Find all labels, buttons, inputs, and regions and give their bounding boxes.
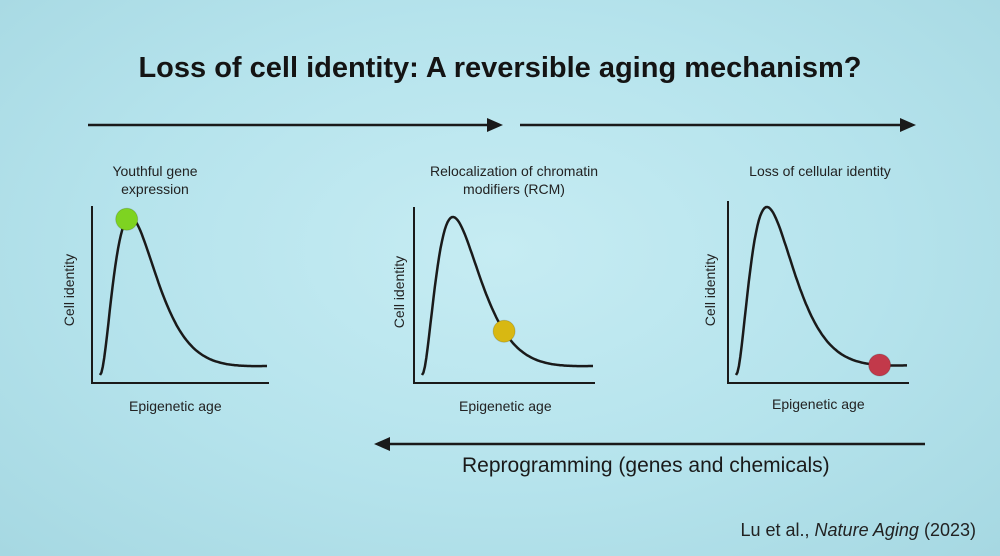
panel-title: Loss of cellular identity [695,162,945,180]
panel-youthful: Youthful gene expression Cell identity E… [55,162,315,422]
panel-title-line1: Youthful gene [112,163,198,179]
citation-journal: Nature Aging [814,520,919,540]
panel-title-line2: modifiers (RCM) [463,181,565,197]
citation-authors: Lu et al., [740,520,815,540]
x-axis-label: Epigenetic age [129,398,222,414]
forward-arrow-1 [88,118,503,132]
reprogramming-label: Reprogramming (genes and chemicals) [462,454,830,477]
state-marker-yellow [492,319,516,343]
panel-title-line1: Relocalization of chromatin [429,163,599,179]
panel-plot [727,201,909,384]
panel-rcm: Relocalization of chromatin modifiers (R… [385,162,645,422]
state-marker-green [115,207,139,231]
axes [727,201,909,384]
panel-title: Relocalization of chromatin modifiers (R… [385,162,643,198]
slide-title: Loss of cell identity: A reversible agin… [138,52,862,84]
axes [413,207,595,384]
axes [91,206,269,384]
citation-year: (2023) [918,520,976,540]
identity-curve [98,215,267,376]
panel-plot [91,206,269,384]
state-marker-red [868,353,892,377]
reverse-arrow [374,437,925,451]
x-axis-label: Epigenetic age [459,398,552,414]
panel-title: Youthful gene expression [55,162,255,198]
panel-title-line2: expression [121,181,189,197]
panel-loss: Loss of cellular identity Cell identity … [695,162,955,422]
identity-curve [420,215,593,376]
x-axis-label: Epigenetic age [772,396,865,412]
panel-title-line1: Loss of cellular identity [749,163,891,179]
forward-arrow-2 [520,118,916,132]
panel-plot [413,207,595,384]
citation: Lu et al., Nature Aging (2023) [740,520,976,541]
identity-curve [734,205,907,376]
